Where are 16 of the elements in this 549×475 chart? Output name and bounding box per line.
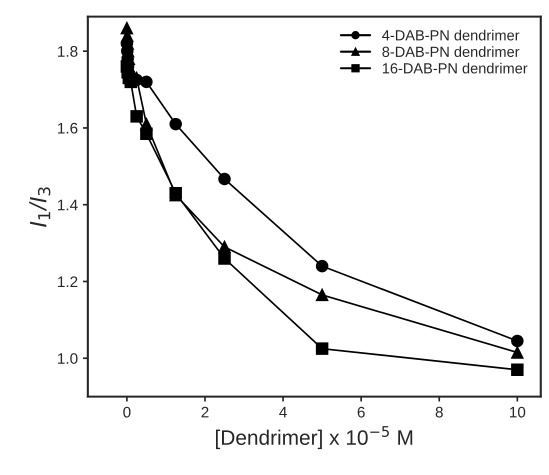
y-tick-label: 1.0: [58, 353, 78, 364]
x-tick-label: 2: [201, 406, 208, 418]
y-axis-title: I$_{1}$/I$_{3}$: [29, 187, 50, 227]
x-tick-label: 4: [279, 406, 287, 418]
legend-label: 8-DAB-PN dendrimer: [382, 46, 520, 57]
y-tick-label: 1.6: [58, 122, 78, 134]
legend-label: 4-DAB-PN dendrimer: [382, 30, 520, 40]
x-axis-title: [Dendrimer] x 10$^{−5}$ M: [216, 426, 412, 450]
x-tick-label: 8: [436, 406, 443, 418]
x-tick-label: 10: [510, 406, 526, 418]
x-tick-label: 0: [123, 406, 131, 418]
legend-label: 16-DAB-PN dendrimer: [382, 62, 528, 74]
y-tick-label: 1.4: [58, 200, 78, 210]
y-tick-label: 1.8: [58, 46, 78, 57]
x-tick-label: 6: [358, 406, 365, 418]
y-tick-label: 1.2: [58, 276, 78, 288]
